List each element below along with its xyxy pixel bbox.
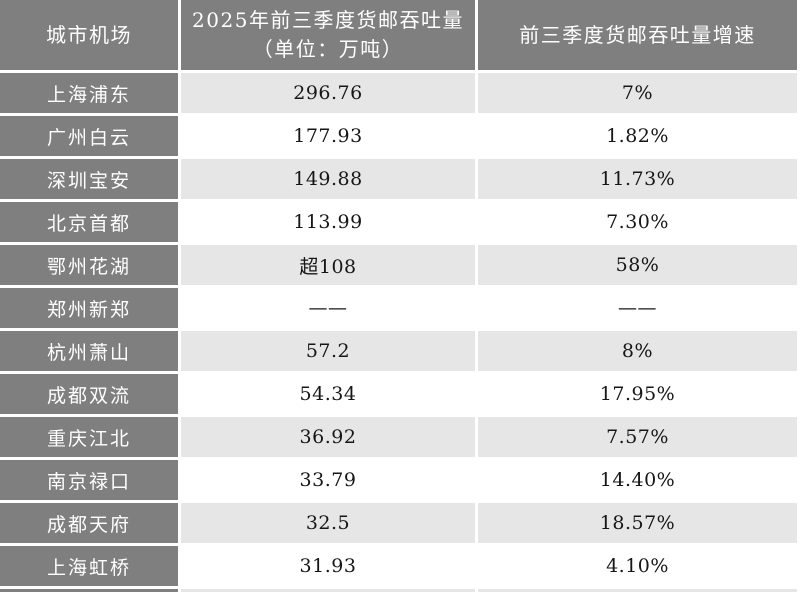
airport-cell: 重庆江北 xyxy=(0,417,178,457)
header-cell-airport: 城市机场 xyxy=(0,0,178,70)
airport-cell: 深圳宝安 xyxy=(0,159,178,199)
volume-cell: 超108 xyxy=(181,245,475,285)
growth-cell: —— xyxy=(478,288,797,328)
airport-cell: 郑州新郑 xyxy=(0,288,178,328)
growth-cell: 4.10% xyxy=(478,546,797,586)
growth-cell: 8% xyxy=(478,331,797,371)
partial-row-airport-cell xyxy=(0,589,178,592)
airport-cell: 成都双流 xyxy=(0,374,178,414)
growth-cell: 14.40% xyxy=(478,460,797,500)
volume-cell: 33.79 xyxy=(181,460,475,500)
header-growth-label: 前三季度货邮吞吐量增速 xyxy=(519,22,756,47)
volume-cell: —— xyxy=(181,288,475,328)
header-airport-label: 城市机场 xyxy=(46,22,132,47)
volume-cell: 296.76 xyxy=(181,73,475,113)
airport-cell: 南京禄口 xyxy=(0,460,178,500)
airport-cell: 上海浦东 xyxy=(0,73,178,113)
volume-cell: 31.93 xyxy=(181,546,475,586)
volume-cell: 57.2 xyxy=(181,331,475,371)
airport-cell: 成都天府 xyxy=(0,503,178,543)
volume-cell: 149.88 xyxy=(181,159,475,199)
growth-cell: 17.95% xyxy=(478,374,797,414)
volume-cell: 54.34 xyxy=(181,374,475,414)
airport-cell: 上海虹桥 xyxy=(0,546,178,586)
growth-cell: 58% xyxy=(478,245,797,285)
growth-cell: 11.73% xyxy=(478,159,797,199)
partial-row-growth-cell xyxy=(478,589,797,592)
header-cell-volume: 2025年前三季度货邮吞吐量 （单位：万吨） xyxy=(181,0,475,70)
partial-row-volume-cell xyxy=(181,589,475,592)
growth-cell: 1.82% xyxy=(478,116,797,156)
volume-cell: 113.99 xyxy=(181,202,475,242)
airport-cell: 杭州萧山 xyxy=(0,331,178,371)
airport-cell: 广州白云 xyxy=(0,116,178,156)
growth-cell: 7.57% xyxy=(478,417,797,457)
growth-cell: 7% xyxy=(478,73,797,113)
airport-cell: 鄂州花湖 xyxy=(0,245,178,285)
growth-cell: 18.57% xyxy=(478,503,797,543)
volume-cell: 177.93 xyxy=(181,116,475,156)
header-volume-line2: （单位：万吨） xyxy=(252,37,404,61)
growth-cell: 7.30% xyxy=(478,202,797,242)
volume-cell: 36.92 xyxy=(181,417,475,457)
header-volume-line1: 2025年前三季度货邮吞吐量 xyxy=(192,8,464,32)
header-cell-growth: 前三季度货邮吞吐量增速 xyxy=(478,0,797,70)
airport-cell: 北京首都 xyxy=(0,202,178,242)
volume-cell: 32.5 xyxy=(181,503,475,543)
